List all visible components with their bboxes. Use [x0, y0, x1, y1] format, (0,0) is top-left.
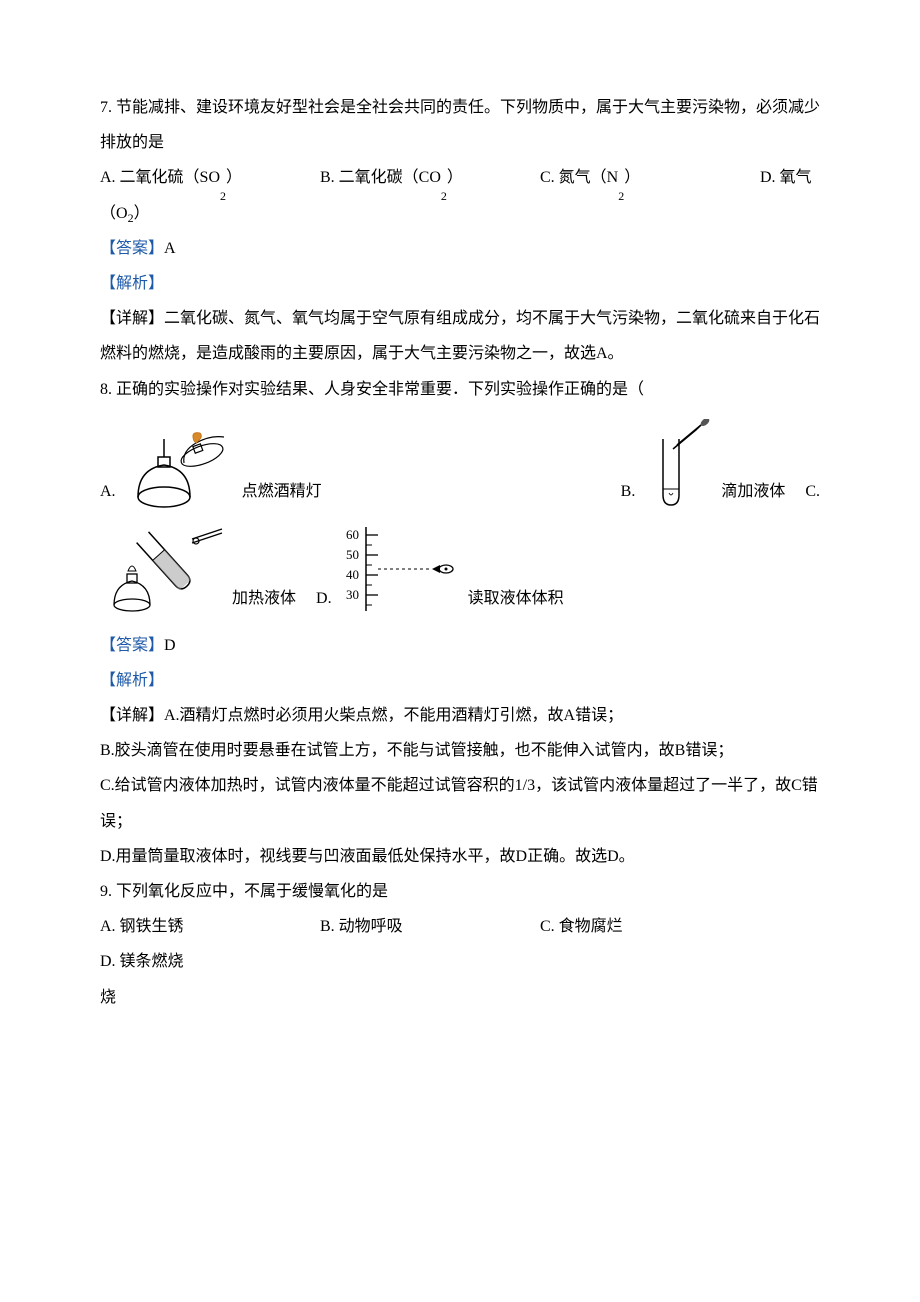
opt-d-letter: D. [316, 581, 332, 616]
q8-detail-d: D.用量筒量取液体时，视线要与凹液面最低处保持水平，故D正确。故选D。 [100, 839, 820, 874]
q7-opt-a: A. 二氧化硫（SO2） [100, 160, 290, 195]
opt-b-suf: ） [447, 160, 463, 195]
q8-opt-a: A. 点燃酒精灯 [100, 429, 322, 509]
q7-opt-d-line2: （O2） [100, 196, 820, 231]
q7-opt-c: C. 氮气（N2） [540, 160, 730, 195]
q9-wrap: 烧 [100, 980, 820, 1015]
opt-d-pre: D. 氧气 [760, 160, 812, 195]
q8-opt-c: 加热液体 [100, 521, 296, 616]
opt-b-caption: 滴加液体 [721, 474, 785, 509]
answer-label: 【答案】 [100, 240, 164, 257]
opt-d2-suf: ） [134, 205, 150, 222]
dropper-tube-icon [643, 419, 713, 509]
q8-answer: 【答案】D [100, 628, 820, 663]
q9-options: A. 钢铁生锈 B. 动物呼吸 C. 食物腐烂 D. 镁条燃烧 [100, 909, 820, 979]
opt-a-letter: A. [100, 474, 116, 509]
opt-d2-pre: （O [100, 205, 128, 222]
graduated-cylinder-icon: 60 50 40 30 [340, 521, 460, 616]
opt-c-suf: ） [624, 160, 640, 195]
q9-opt-a: A. 钢铁生锈 [100, 909, 290, 944]
opt-b-letter: B. [621, 474, 636, 509]
q8-detail-b: B.胶头滴管在使用时要悬垂在试管上方，不能与试管接触，也不能伸入试管内，故B错误… [100, 733, 820, 768]
opt-a-pre: A. 二氧化硫（SO [100, 160, 220, 195]
q7-opt-d: D. 氧气 [760, 160, 812, 195]
opt-c-pre: C. 氮气（N [540, 160, 618, 195]
tick-50-text: 50 [346, 547, 359, 562]
q7-detail: 【详解】二氧化碳、氮气、氧气均属于空气原有组成成分，均不属于大气污染物，二氧化硫… [100, 301, 820, 371]
opt-d-caption: 读取液体体积 [468, 581, 564, 616]
tick-30-text: 30 [346, 587, 359, 602]
q7-num: 7. [100, 99, 112, 116]
answer-value: D [164, 637, 176, 654]
q8-options-row1: A. 点燃酒精灯 B. 滴加液体 C. [100, 419, 820, 509]
q8-num: 8. [100, 381, 112, 398]
opt-c-caption: 加热液体 [232, 581, 296, 616]
answer-label: 【答案】 [100, 637, 164, 654]
q7-answer: 【答案】A [100, 231, 820, 266]
analysis-label: 【解析】 [100, 672, 164, 689]
q8-text: 正确的实验操作对实验结果、人身安全非常重要．下列实验操作正确的是（ [116, 381, 644, 398]
opt-b-pre: B. 二氧化碳（CO [320, 160, 441, 195]
q8-opt-c-letter-only: C. [805, 474, 820, 509]
q8-detail-c: C.给试管内液体加热时，试管内液体量不能超过试管容积的1/3，该试管内液体量超过… [100, 768, 820, 838]
q8-options-row2: 加热液体 D. 60 50 40 30 读取液体体积 [100, 521, 820, 616]
q7-opt-b: B. 二氧化碳（CO2） [320, 160, 510, 195]
opt-a-caption: 点燃酒精灯 [242, 474, 322, 509]
q7-text: 节能减排、建设环境友好型社会是全社会共同的责任。下列物质中，属于大气主要污染物，… [100, 99, 820, 151]
q8-opt-d: D. 60 50 40 30 读取液体体积 [316, 521, 564, 616]
q7-options: A. 二氧化硫（SO2） B. 二氧化碳（CO2） C. 氮气（N2） D. 氧… [100, 160, 820, 195]
opt-c-letter-trail: C. [805, 474, 820, 509]
tick-60-text: 60 [346, 527, 359, 542]
opt-a-suf: ） [226, 160, 242, 195]
q9-stem: 9. 下列氧化反应中，不属于缓慢氧化的是 [100, 874, 820, 909]
q8-analysis: 【解析】 [100, 663, 820, 698]
q8-detail-a: 【详解】A.酒精灯点燃时必须用火柴点燃，不能用酒精灯引燃，故A错误； [100, 698, 820, 733]
q7-analysis: 【解析】 [100, 266, 820, 301]
answer-value: A [164, 240, 176, 257]
q8-opt-b: B. 滴加液体 [621, 419, 786, 509]
q7-stem: 7. 节能减排、建设环境友好型社会是全社会共同的责任。下列物质中，属于大气主要污… [100, 90, 820, 160]
heating-tube-icon [104, 521, 224, 616]
q9-text: 下列氧化反应中，不属于缓慢氧化的是 [116, 883, 388, 900]
q8-stem: 8. 正确的实验操作对实验结果、人身安全非常重要．下列实验操作正确的是（ [100, 372, 820, 407]
alcohol-lamp-icon [124, 429, 234, 509]
q9-num: 9. [100, 883, 112, 900]
tick-40-text: 40 [346, 567, 359, 582]
q9-opt-d: D. 镁条燃烧 [100, 944, 184, 979]
q9-opt-c: C. 食物腐烂 [540, 909, 730, 944]
q9-opt-b: B. 动物呼吸 [320, 909, 510, 944]
analysis-label: 【解析】 [100, 275, 164, 292]
